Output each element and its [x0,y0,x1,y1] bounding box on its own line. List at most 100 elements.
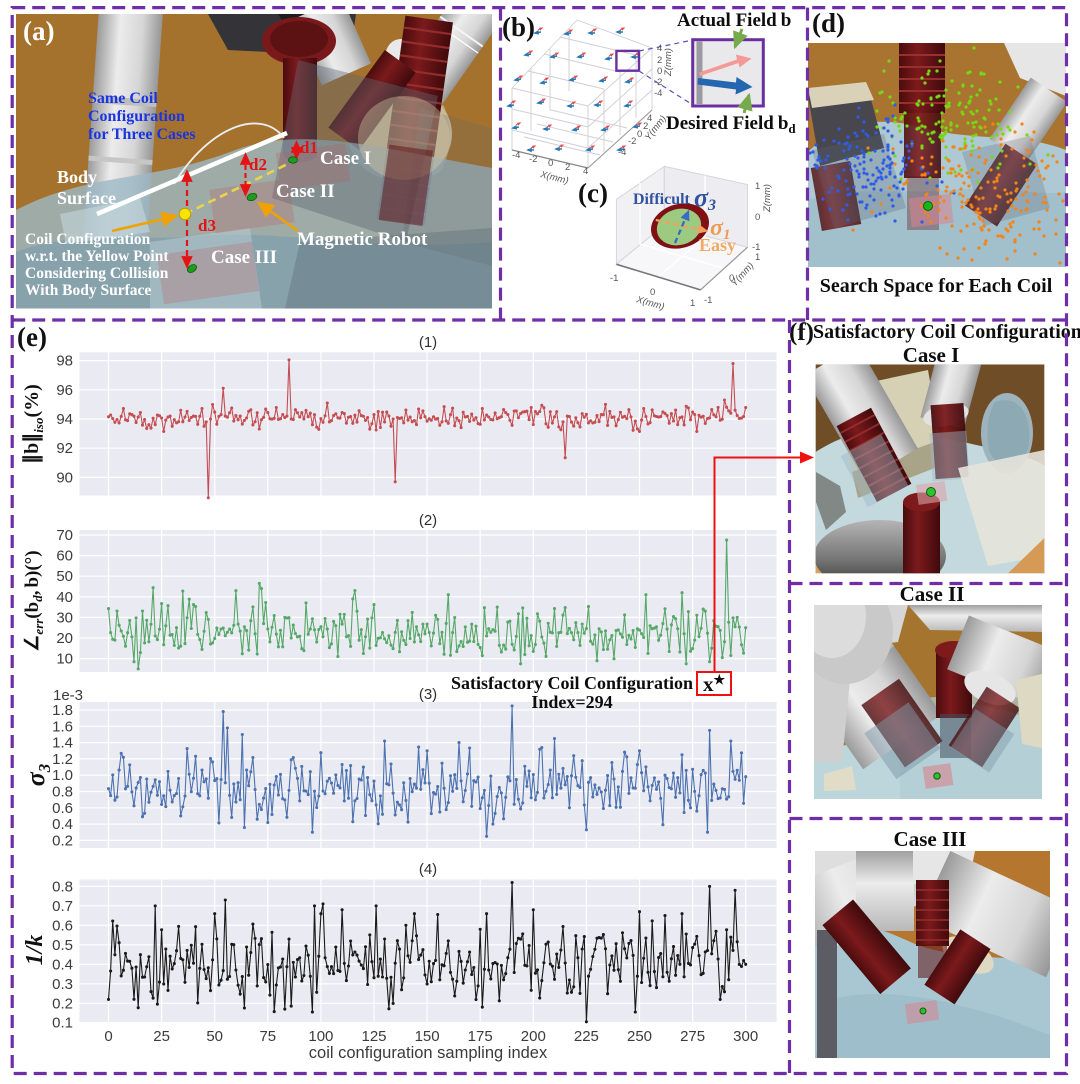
svg-text:90: 90 [56,469,73,486]
svg-text:250: 250 [627,1028,652,1045]
svg-text:for Three Cases: for Three Cases [88,126,196,143]
svg-text:Search Space for Each Coil: Search Space for Each Coil [820,275,1053,297]
svg-text:-2: -2 [529,154,537,165]
svg-text:30: 30 [56,609,73,626]
svg-text:Body: Body [57,167,97,187]
svg-text:1: 1 [690,298,695,309]
svg-text:-1: -1 [704,295,712,306]
svg-text:96: 96 [56,382,73,399]
svg-text:60: 60 [56,548,73,565]
svg-text:2: 2 [643,121,648,132]
svg-text:1.4: 1.4 [52,735,73,752]
svg-text:1.8: 1.8 [52,702,73,719]
svg-text:(b): (b) [502,12,535,42]
svg-text:0.7: 0.7 [52,898,73,915]
svg-text:175: 175 [468,1028,493,1045]
svg-text:-2: -2 [628,136,636,147]
svg-text:Magnetic Robot: Magnetic Robot [297,229,428,250]
svg-text:Case I: Case I [903,343,960,367]
svg-text:Considering Collision: Considering Collision [25,265,169,282]
svg-text:4: 4 [583,166,588,177]
svg-text:-4: -4 [654,88,662,99]
svg-text:275: 275 [680,1028,705,1045]
svg-text:0.2: 0.2 [52,995,73,1012]
svg-text:-2: -2 [654,77,662,88]
svg-text:0: 0 [637,129,642,140]
svg-text:Z(mm): Z(mm) [663,48,674,77]
svg-text:50: 50 [56,568,73,585]
svg-text:d3: d3 [198,216,216,235]
svg-text:Coil Configuration: Coil Configuration [25,231,151,248]
svg-text:150: 150 [415,1028,440,1045]
svg-text:∥b∥iso(%): ∥b∥iso(%) [21,384,46,464]
svg-text:0: 0 [755,212,760,223]
svg-text:1.0: 1.0 [52,767,73,784]
svg-text:4: 4 [657,43,662,54]
svg-text:Same Coil: Same Coil [88,90,158,107]
svg-text:(f): (f) [789,319,814,346]
svg-text:Satisfactory Coil Configuratio: Satisfactory Coil Configuration [451,673,693,693]
svg-text:125: 125 [361,1028,386,1045]
svg-text:X(mm): X(mm) [634,294,665,313]
svg-text:0.3: 0.3 [52,976,73,993]
svg-text:1e-3: 1e-3 [53,687,83,704]
svg-text:0.2: 0.2 [52,832,73,849]
svg-text:Easy: Easy [699,235,736,255]
svg-text:25: 25 [153,1028,170,1045]
svg-text:Case III: Case III [211,247,277,268]
svg-text:d1: d1 [300,138,318,157]
svg-text:1: 1 [755,252,760,263]
svg-text:-1: -1 [752,242,760,253]
svg-text:Index=294: Index=294 [531,692,612,712]
svg-text:σ3: σ3 [21,763,54,786]
svg-text:With Body Surface: With Body Surface [25,282,151,299]
svg-text:10: 10 [56,651,73,668]
svg-text:225: 225 [574,1028,599,1045]
svg-text:0.5: 0.5 [52,937,73,954]
svg-text:0.8: 0.8 [52,878,73,895]
svg-text:300: 300 [733,1028,758,1045]
svg-text:2: 2 [565,162,570,173]
svg-text:70: 70 [56,527,73,544]
svg-text:40: 40 [56,589,73,606]
svg-text:-1: -1 [610,273,618,284]
svg-text:0: 0 [657,66,662,77]
svg-text:(2): (2) [419,512,437,529]
svg-text:(e): (e) [17,322,47,352]
svg-text:4: 4 [647,113,652,124]
svg-text:0: 0 [104,1028,112,1045]
svg-text:(d): (d) [812,8,845,38]
svg-text:Z(mm): Z(mm) [762,184,773,213]
svg-text:Case II: Case II [276,181,335,202]
svg-text:50: 50 [206,1028,223,1045]
svg-text:Case II: Case II [900,582,965,606]
svg-text:Configuration: Configuration [88,108,185,125]
svg-text:0: 0 [729,273,734,284]
svg-text:(1): (1) [419,334,437,351]
svg-text:0.8: 0.8 [52,784,73,801]
svg-text:(c): (c) [578,178,608,208]
svg-text:1/k: 1/k [22,935,48,966]
svg-text:0.1: 0.1 [52,1015,73,1032]
svg-text:20: 20 [56,630,73,647]
svg-text:(a): (a) [23,16,54,46]
svg-text:-4: -4 [618,147,626,158]
svg-text:200: 200 [521,1028,546,1045]
svg-text:0.6: 0.6 [52,917,73,934]
svg-text:(4): (4) [419,861,437,878]
svg-text:98: 98 [56,353,73,370]
svg-text:75: 75 [259,1028,276,1045]
svg-text:coil configuration sampling in: coil configuration sampling index [309,1044,548,1062]
svg-text:2: 2 [657,55,662,66]
svg-text:0.4: 0.4 [52,816,73,833]
svg-text:(3): (3) [419,686,437,703]
svg-text:Surface: Surface [57,188,116,208]
svg-text:0: 0 [548,158,553,169]
svg-text:Difficult: Difficult [633,191,691,208]
svg-text:Satisfactory Coil Configuratio: Satisfactory Coil Configuration [813,321,1080,343]
svg-text:94: 94 [56,411,73,428]
svg-text:Case III: Case III [894,827,967,851]
svg-text:∠err(bd,b)(°): ∠err(bd,b)(°) [22,550,46,651]
